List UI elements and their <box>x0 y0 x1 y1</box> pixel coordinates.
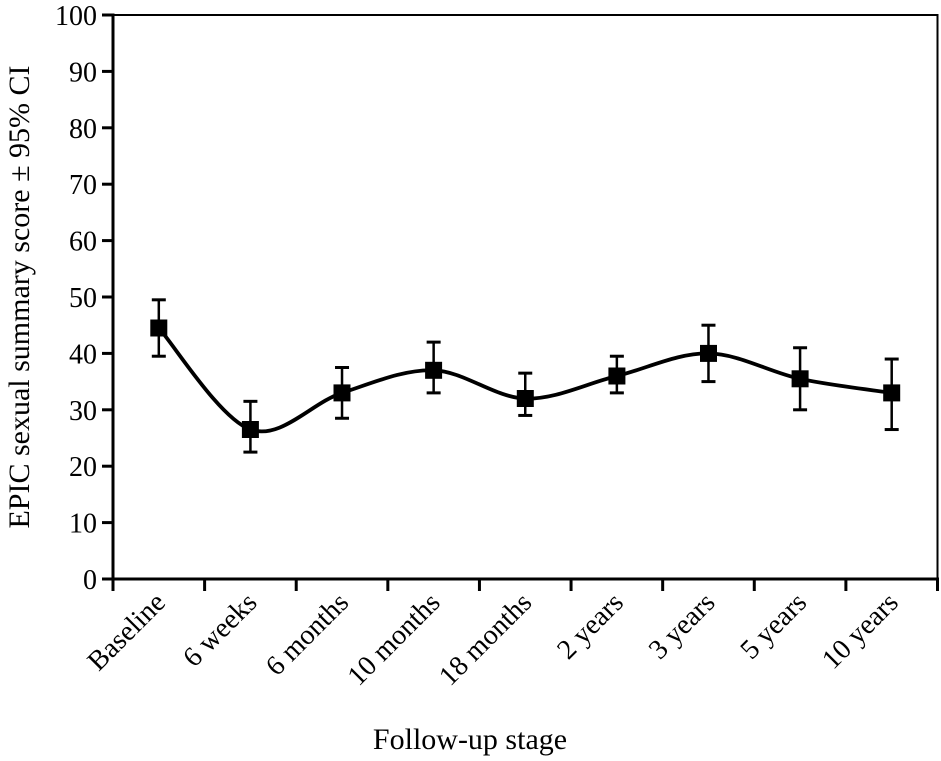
y-tick-label: 30 <box>69 396 97 427</box>
y-tick-label: 40 <box>69 339 97 370</box>
x-tick-label: 3 years <box>643 587 722 666</box>
x-tick-label: Baseline <box>82 587 172 677</box>
data-point-marker <box>425 361 443 379</box>
x-axis-title: Follow-up stage <box>373 723 567 756</box>
plot-border <box>111 13 939 581</box>
y-axis-title: EPIC sexual summary score ± 95% CI <box>3 65 36 528</box>
y-tick-label: 20 <box>69 452 97 483</box>
x-tick-label: 10 months <box>342 587 447 692</box>
data-point-marker <box>333 384 351 402</box>
x-axis-ticks <box>111 579 939 591</box>
y-tick-label: 50 <box>69 283 97 314</box>
data-point-marker <box>516 390 534 407</box>
x-tick-label: 10 years <box>816 587 904 675</box>
x-tick-label: 6 weeks <box>177 587 263 673</box>
data-point-marker <box>883 384 901 402</box>
data-point-marker <box>150 319 168 337</box>
y-tick-label: 100 <box>55 1 97 32</box>
y-tick-label: 0 <box>83 565 97 596</box>
x-tick-label: 18 months <box>433 587 538 692</box>
x-tick-label: 6 months <box>260 587 355 682</box>
y-tick-label: 10 <box>69 509 97 540</box>
data-markers <box>150 319 901 438</box>
y-tick-label: 70 <box>69 170 97 201</box>
x-tick-label: 2 years <box>551 587 630 666</box>
data-point-marker <box>700 344 717 362</box>
y-tick-label: 90 <box>69 57 97 88</box>
y-tick-labels: 0 10 20 30 40 50 60 70 80 90 100 <box>55 1 97 596</box>
y-axis-ticks <box>102 13 113 581</box>
x-tick-label: 5 years <box>734 587 813 666</box>
data-point-marker <box>241 421 259 438</box>
data-point-marker <box>608 367 626 385</box>
data-point-marker <box>791 370 809 388</box>
y-tick-label: 60 <box>69 227 97 258</box>
y-tick-label: 80 <box>69 114 97 145</box>
